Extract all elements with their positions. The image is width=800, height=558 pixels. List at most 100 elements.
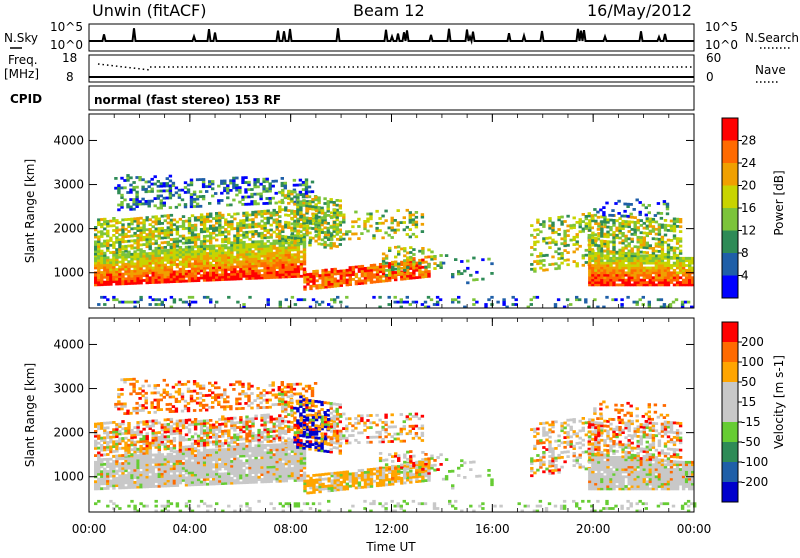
heatmap-cell <box>176 273 179 276</box>
heatmap-cell <box>164 229 167 232</box>
heatmap-cell <box>291 455 294 458</box>
heatmap-cell <box>185 448 188 451</box>
heatmap-cell <box>618 284 621 287</box>
heatmap-cell <box>109 448 112 451</box>
heatmap-cell <box>621 251 624 254</box>
heatmap-cell <box>279 460 282 463</box>
heatmap-cell <box>191 454 194 457</box>
heatmap-cell <box>120 194 123 197</box>
heatmap-cell <box>454 298 457 301</box>
heatmap-cell <box>263 242 266 245</box>
heatmap-cell <box>142 476 145 479</box>
heatmap-cell <box>288 268 291 271</box>
heatmap-cell <box>327 203 330 206</box>
heatmap-cell <box>259 183 262 186</box>
heatmap-cell <box>232 182 235 185</box>
heatmap-cell <box>227 477 230 480</box>
heatmap-cell <box>409 256 412 259</box>
heatmap-cell <box>576 243 579 246</box>
heatmap-cell <box>176 242 179 245</box>
heatmap-cell <box>127 424 130 427</box>
heatmap-cell <box>112 428 115 431</box>
heatmap-cell <box>173 430 176 433</box>
heatmap-cell <box>248 277 251 280</box>
heatmap-cell <box>424 275 427 278</box>
heatmap-cell <box>149 420 152 423</box>
heatmap-cell <box>585 225 588 228</box>
heatmap-cell <box>682 267 685 270</box>
heatmap-cell <box>688 269 691 272</box>
heatmap-cell <box>594 254 597 257</box>
heatmap-cell <box>591 264 594 267</box>
heatmap-cell <box>121 258 124 261</box>
heatmap-cell <box>179 479 182 482</box>
heatmap-cell <box>403 278 406 281</box>
heatmap-cell <box>236 472 239 475</box>
heatmap-cell <box>582 254 585 257</box>
heatmap-cell <box>605 296 608 299</box>
heatmap-cell <box>121 238 124 241</box>
heatmap-cell <box>146 483 149 486</box>
heatmap-cell <box>121 465 124 468</box>
heatmap-cell <box>164 463 167 466</box>
heatmap-cell <box>139 255 142 258</box>
heatmap-cell <box>112 296 115 299</box>
heatmap-cell <box>197 238 200 241</box>
heatmap-cell <box>403 269 406 272</box>
heatmap-cell <box>164 276 167 279</box>
heatmap-cell <box>339 214 342 217</box>
heatmap-cell <box>124 460 127 463</box>
heatmap-cell <box>158 257 161 260</box>
heatmap-cell <box>430 258 433 261</box>
heatmap-cell <box>239 263 242 266</box>
heatmap-cell <box>297 220 300 223</box>
heatmap-cell <box>285 470 288 473</box>
heatmap-cell <box>260 234 263 237</box>
heatmap-cell <box>112 472 115 475</box>
heatmap-cell <box>305 217 308 220</box>
heatmap-cell <box>106 239 109 242</box>
heatmap-cell <box>457 270 460 273</box>
heatmap-cell <box>130 258 133 261</box>
heatmap-cell <box>200 252 203 255</box>
heatmap-cell <box>257 466 260 469</box>
heatmap-cell <box>287 202 290 205</box>
heatmap-cell <box>109 485 112 488</box>
heatmap-cell <box>403 216 406 219</box>
heatmap-cell <box>424 273 427 276</box>
heatmap-cell <box>288 448 291 451</box>
heatmap-cell <box>276 451 279 454</box>
heatmap-cell <box>330 298 333 301</box>
heatmap-cell <box>136 279 139 282</box>
heatmap-cell <box>342 233 345 236</box>
heatmap-cell <box>224 264 227 267</box>
heatmap-cell <box>388 247 391 250</box>
heatmap-cell <box>273 456 276 459</box>
heatmap-cell <box>139 431 142 434</box>
heatmap-cell <box>406 233 409 236</box>
heatmap-cell <box>299 179 302 182</box>
heatmap-cell <box>254 481 257 484</box>
heatmap-cell <box>658 250 661 253</box>
heatmap-cell <box>336 245 339 248</box>
heatmap-cell <box>161 237 164 240</box>
heatmap-cell <box>230 462 233 465</box>
heatmap-cell <box>155 215 158 218</box>
heatmap-cell <box>121 486 124 489</box>
heatmap-cell <box>273 269 276 272</box>
heatmap-cell <box>136 277 139 280</box>
heatmap-cell <box>406 266 409 269</box>
heatmap-cell <box>233 474 236 477</box>
heatmap-cell <box>661 274 664 277</box>
heatmap-cell <box>267 231 270 234</box>
heatmap-cell <box>160 207 163 210</box>
heatmap-cell <box>245 246 248 249</box>
heatmap-cell <box>142 428 145 431</box>
heatmap-cell <box>139 464 142 467</box>
heatmap-cell <box>126 177 129 180</box>
station-title: Unwin (fitACF) <box>92 1 206 20</box>
heatmap-cell <box>394 229 397 232</box>
heatmap-cell <box>139 248 142 251</box>
heatmap-cell <box>502 301 505 304</box>
heatmap-cell <box>302 188 305 191</box>
